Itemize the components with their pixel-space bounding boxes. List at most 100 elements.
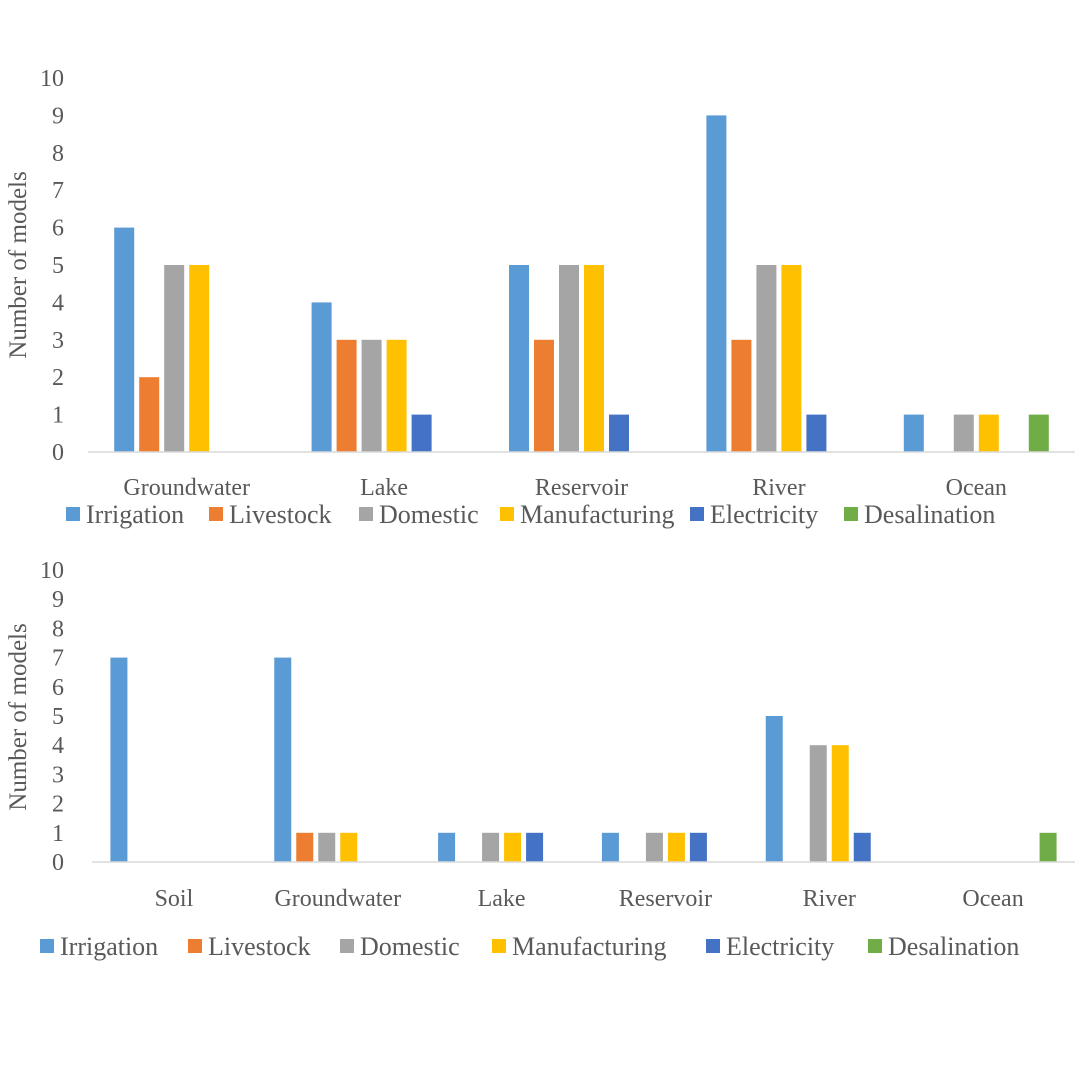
- legend-item-irrigation: Irrigation: [40, 932, 158, 961]
- y-tick-label: 2: [52, 365, 64, 391]
- legend-label: Domestic: [360, 932, 460, 961]
- bar-livestock-lake: [336, 339, 357, 452]
- legend-label: Desalination: [888, 932, 1019, 961]
- legend-swatch: [690, 507, 704, 521]
- legend-label: Irrigation: [60, 932, 158, 961]
- bar-irrigation-groundwater: [114, 227, 135, 452]
- bar-desalination-ocean: [1028, 414, 1049, 452]
- bar-livestock-reservoir: [534, 339, 554, 452]
- y-tick-label: 5: [52, 704, 64, 730]
- y-tick-label: 0: [52, 850, 64, 876]
- bar-desalination-ocean: [1039, 832, 1057, 862]
- bar-manufacturing-reservoir: [584, 265, 604, 452]
- bar-domestic-groundwater: [164, 265, 185, 452]
- category-label: Ocean: [962, 886, 1023, 912]
- legend-item-desalination: Desalination: [844, 500, 995, 529]
- bar-domestic-lake: [482, 832, 500, 862]
- bar-irrigation-reservoir: [509, 265, 529, 452]
- y-tick-label: 1: [52, 821, 64, 847]
- legend-item-manufacturing: Manufacturing: [500, 500, 675, 529]
- bar-domestic-river: [809, 745, 827, 862]
- legend-item-manufacturing: Manufacturing: [492, 932, 667, 961]
- bar-electricity-river: [853, 832, 871, 862]
- bar-domestic-reservoir: [645, 832, 663, 862]
- bar-domestic-groundwater: [318, 832, 336, 862]
- legend-swatch: [868, 939, 882, 953]
- y-tick-label: 10: [40, 66, 64, 92]
- legend: Irrigation Livestock Domestic Manufacturing…: [66, 500, 995, 529]
- bars: [114, 115, 1049, 453]
- bar-electricity-lake: [526, 832, 544, 862]
- legend-label: Manufacturing: [512, 932, 667, 961]
- legend-swatch: [340, 939, 354, 953]
- legend-item-domestic: Domestic: [340, 932, 460, 961]
- y-tick-label: 6: [52, 675, 64, 701]
- bar-irrigation-river: [765, 716, 783, 862]
- bar-livestock-river: [731, 339, 752, 452]
- y-tick-label: 2: [52, 792, 64, 818]
- bar-electricity-lake: [411, 414, 432, 452]
- chart-top: Number of models 0 1 2 3 4 5 6 7 8 9 10 Groundwate…: [5, 66, 1075, 529]
- category-label: Groundwater: [274, 886, 401, 912]
- legend-swatch: [209, 507, 223, 521]
- y-tick-label: 4: [52, 733, 64, 759]
- bar-domestic-river: [756, 265, 777, 452]
- category-label: River: [752, 475, 805, 501]
- y-tick-label: 8: [52, 141, 64, 167]
- chart-bottom: Number of models 0 1 2 3 4 5 6 7 8 9 10 Soil Ground…: [5, 558, 1075, 961]
- bar-manufacturing-groundwater: [189, 265, 210, 452]
- bar-irrigation-lake: [438, 832, 456, 862]
- y-tick-label: 3: [52, 328, 64, 354]
- y-tick-label: 9: [52, 587, 64, 613]
- bar-manufacturing-reservoir: [667, 832, 685, 862]
- y-tick-label: 7: [52, 178, 64, 204]
- y-ticks: 0 1 2 3 4 5 6 7 8 9 10: [40, 66, 64, 466]
- y-tick-label: 1: [52, 403, 64, 429]
- y-tick-label: 10: [40, 558, 64, 584]
- legend-item-livestock: Livestock: [209, 500, 332, 529]
- legend-label: Desalination: [864, 500, 995, 529]
- bar-domestic-ocean: [953, 414, 974, 452]
- legend-swatch: [844, 507, 858, 521]
- legend-item-livestock: Livestock: [188, 932, 311, 961]
- y-tick-label: 6: [52, 216, 64, 242]
- bar-manufacturing-lake: [386, 339, 407, 452]
- category-label: Lake: [360, 475, 408, 501]
- legend-label: Manufacturing: [520, 500, 675, 529]
- legend-label: Livestock: [208, 932, 311, 961]
- bar-irrigation-reservoir: [601, 832, 619, 862]
- bar-electricity-reservoir: [609, 414, 629, 452]
- legend-label: Electricity: [726, 932, 834, 961]
- legend-item-domestic: Domestic: [359, 500, 479, 529]
- category-label: Groundwater: [123, 475, 250, 501]
- category-labels: Groundwater Lake Reservoir River Ocean: [123, 475, 1007, 501]
- bar-domestic-reservoir: [559, 265, 579, 452]
- bar-manufacturing-lake: [504, 832, 522, 862]
- legend-item-electricity: Electricity: [690, 500, 818, 529]
- category-label: Ocean: [946, 475, 1007, 501]
- category-label: Reservoir: [535, 475, 628, 501]
- legend-swatch: [706, 939, 720, 953]
- y-tick-label: 7: [52, 646, 64, 672]
- bar-livestock-groundwater: [139, 377, 160, 452]
- y-tick-label: 4: [52, 290, 64, 316]
- legend-label: Electricity: [710, 500, 818, 529]
- legend-swatch: [359, 507, 373, 521]
- legend-swatch: [492, 939, 506, 953]
- bar-irrigation-lake: [311, 302, 332, 452]
- category-labels: Soil Groundwater Lake Reservoir River Ocean: [155, 886, 1024, 912]
- legend-label: Irrigation: [86, 500, 184, 529]
- bar-irrigation-river: [706, 115, 727, 453]
- y-axis-title: Number of models: [5, 171, 32, 358]
- y-tick-label: 9: [52, 103, 64, 129]
- legend-swatch: [188, 939, 202, 953]
- bar-manufacturing-river: [781, 265, 802, 452]
- bar-domestic-lake: [361, 339, 382, 452]
- bar-electricity-reservoir: [689, 832, 707, 862]
- legend-label: Domestic: [379, 500, 479, 529]
- legend-swatch: [500, 507, 514, 521]
- category-label: Reservoir: [619, 886, 712, 912]
- bar-manufacturing-groundwater: [340, 832, 358, 862]
